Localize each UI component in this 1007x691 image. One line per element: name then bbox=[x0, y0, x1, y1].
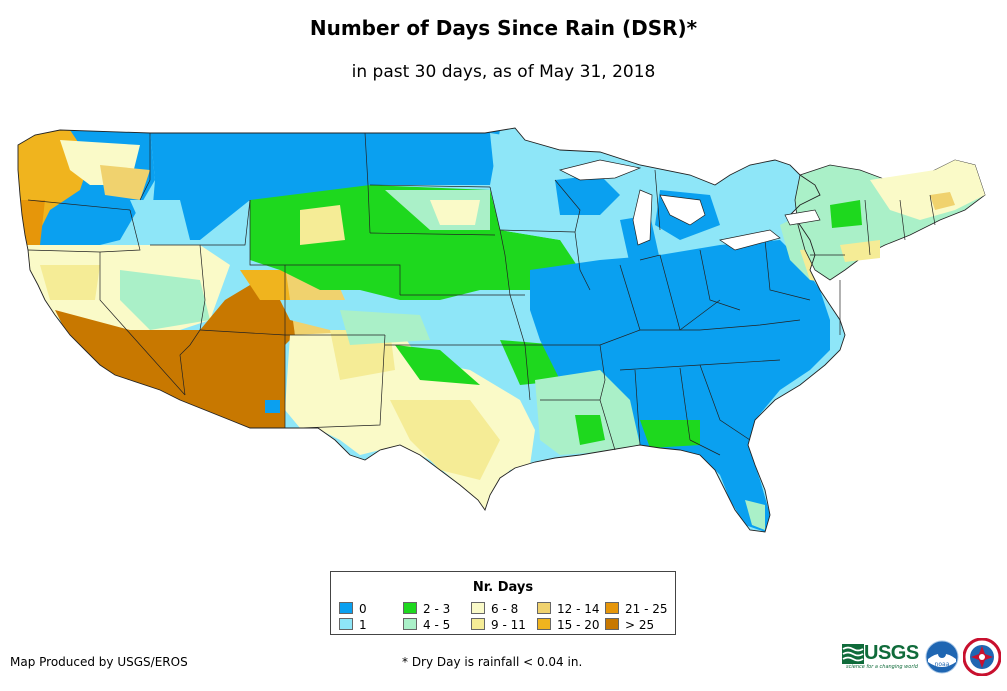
legend-swatch bbox=[403, 618, 417, 630]
nws-logo-icon bbox=[963, 638, 1001, 676]
usgs-tagline: science for a changing world bbox=[846, 664, 918, 670]
legend-item-4: 6 - 8 bbox=[471, 602, 518, 616]
legend-swatch bbox=[537, 602, 551, 614]
usgs-logo: USGS science for a changing world bbox=[842, 642, 922, 672]
legend-swatch bbox=[471, 602, 485, 614]
legend-item-8: 21 - 25 bbox=[605, 602, 668, 616]
legend-item-6: 12 - 14 bbox=[537, 602, 600, 616]
legend-item-9: > 25 bbox=[605, 618, 654, 632]
usgs-wordmark: USGS bbox=[864, 642, 919, 664]
legend-item-1: 1 bbox=[339, 618, 367, 632]
legend-swatch bbox=[471, 618, 485, 630]
legend-swatch bbox=[605, 618, 619, 630]
noaa-logo-icon: noaa bbox=[925, 640, 959, 674]
legend-swatch bbox=[403, 602, 417, 614]
legend-item-3: 4 - 5 bbox=[403, 618, 450, 632]
map-subtitle: in past 30 days, as of May 31, 2018 bbox=[351, 62, 656, 82]
map-credit: Map Produced by USGS/EROS bbox=[10, 655, 188, 669]
legend-item-0: 0 bbox=[339, 602, 367, 616]
legend-item-2: 2 - 3 bbox=[403, 602, 450, 616]
noaa-logo-text: noaa bbox=[935, 661, 950, 668]
legend-swatch bbox=[537, 618, 551, 630]
dry-day-note: * Dry Day is rainfall < 0.04 in. bbox=[402, 655, 583, 669]
legend-swatch bbox=[605, 602, 619, 614]
legend-swatch bbox=[339, 602, 353, 614]
legend-title: Nr. Days bbox=[472, 580, 534, 595]
legend-swatch bbox=[339, 618, 353, 630]
map-title: Number of Days Since Rain (DSR)* bbox=[309, 16, 698, 40]
usgs-wave-icon bbox=[842, 644, 864, 664]
map-legend: Nr. Days 0 1 2 - 3 4 - 5 6 - 8 9 - 11 12… bbox=[330, 571, 676, 635]
legend-item-7: 15 - 20 bbox=[537, 618, 600, 632]
legend-item-5: 9 - 11 bbox=[471, 618, 526, 632]
